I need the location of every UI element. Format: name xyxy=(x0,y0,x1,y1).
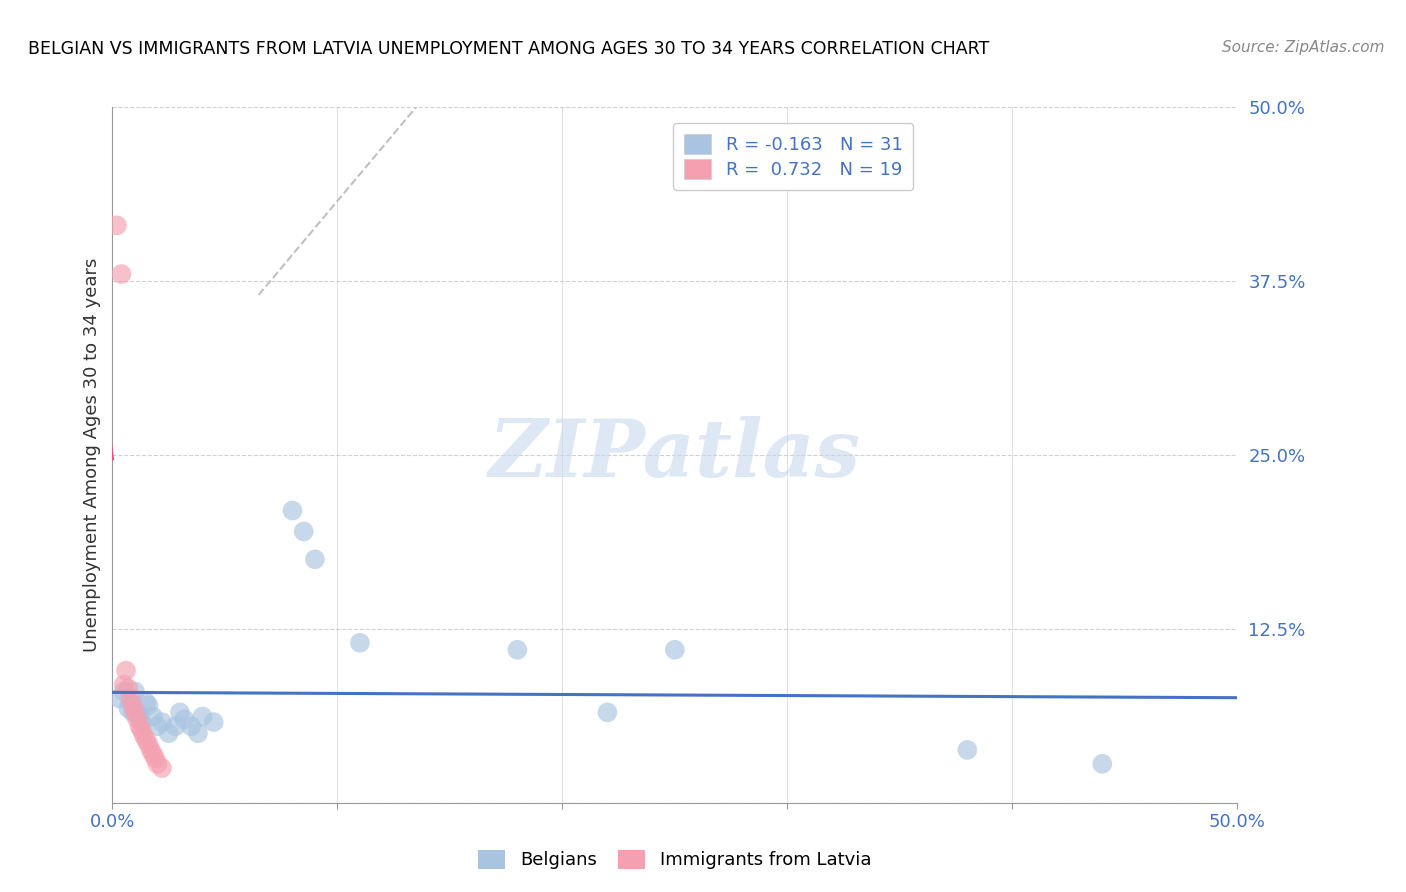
Point xyxy=(121,698,143,713)
Point xyxy=(173,712,195,726)
Point xyxy=(135,733,157,747)
Point xyxy=(112,684,135,698)
Point xyxy=(115,664,138,678)
Point xyxy=(292,524,315,539)
Point xyxy=(146,719,169,733)
Point xyxy=(120,696,142,710)
Point xyxy=(1091,756,1114,771)
Point xyxy=(281,503,304,517)
Point xyxy=(127,706,149,720)
Point xyxy=(169,706,191,720)
Point xyxy=(150,715,173,730)
Point xyxy=(128,709,150,723)
Point xyxy=(131,723,153,738)
Point xyxy=(165,719,187,733)
Point xyxy=(117,681,139,696)
Point xyxy=(121,706,143,720)
Point xyxy=(138,698,160,713)
Point xyxy=(956,743,979,757)
Point xyxy=(191,709,214,723)
Point xyxy=(146,756,169,771)
Point xyxy=(112,677,135,691)
Legend: Belgians, Immigrants from Latvia: Belgians, Immigrants from Latvia xyxy=(470,841,880,879)
Point xyxy=(596,706,619,720)
Point xyxy=(187,726,209,740)
Point xyxy=(349,636,371,650)
Point xyxy=(132,729,155,743)
Point xyxy=(138,737,160,751)
Legend: R = -0.163   N = 31, R =  0.732   N = 19: R = -0.163 N = 31, R = 0.732 N = 19 xyxy=(673,123,914,190)
Text: BELGIAN VS IMMIGRANTS FROM LATVIA UNEMPLOYMENT AMONG AGES 30 TO 34 YEARS CORRELA: BELGIAN VS IMMIGRANTS FROM LATVIA UNEMPL… xyxy=(28,40,990,58)
Point xyxy=(124,706,146,720)
Point xyxy=(128,719,150,733)
Point xyxy=(105,219,128,233)
Point xyxy=(117,701,139,715)
Point xyxy=(139,743,162,757)
Point xyxy=(506,642,529,657)
Point xyxy=(120,691,142,706)
Point xyxy=(664,642,686,657)
Point xyxy=(304,552,326,566)
Point xyxy=(131,715,153,730)
Point xyxy=(157,726,180,740)
Point xyxy=(142,709,165,723)
Text: Source: ZipAtlas.com: Source: ZipAtlas.com xyxy=(1222,40,1385,55)
Point xyxy=(202,715,225,730)
Point xyxy=(180,719,202,733)
Y-axis label: Unemployment Among Ages 30 to 34 years: Unemployment Among Ages 30 to 34 years xyxy=(83,258,101,652)
Point xyxy=(135,696,157,710)
Point xyxy=(108,691,131,706)
Point xyxy=(142,747,165,761)
Point xyxy=(124,684,146,698)
Point xyxy=(150,761,173,775)
Text: ZIPatlas: ZIPatlas xyxy=(489,417,860,493)
Point xyxy=(143,751,166,765)
Point xyxy=(127,712,149,726)
Point xyxy=(110,267,132,281)
